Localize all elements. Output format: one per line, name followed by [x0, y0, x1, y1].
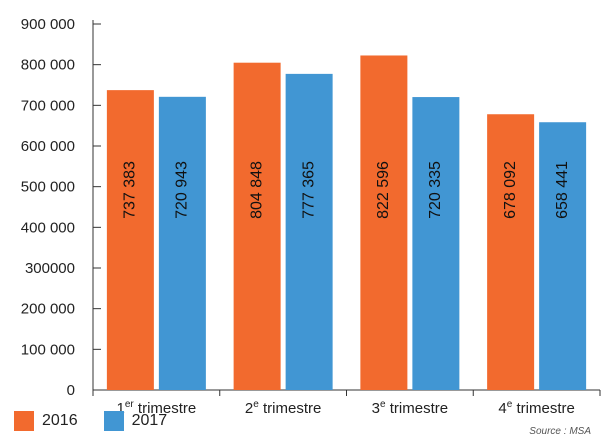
bar-2016-3	[360, 55, 408, 390]
y-tick-label: 400 000	[21, 219, 75, 236]
legend-item-2017: 2017	[103, 411, 168, 431]
bar-2017-1	[158, 96, 206, 390]
x-tick-label: 2e trimestre	[245, 399, 321, 417]
data-label: 658 441	[554, 161, 571, 219]
data-label: 822 596	[375, 161, 392, 219]
legend-swatch-2017	[103, 411, 124, 431]
y-tick-label: 600 000	[21, 138, 75, 155]
data-label: 678 092	[502, 161, 519, 219]
x-axis: 1er trimestre 2e trimestre 3e trimestre 4e …	[92, 389, 601, 417]
y-axis: 0 100 000 200 000 300000 400 000 500 000 600 0…	[21, 16, 101, 399]
legend-item-2016: 2016	[14, 411, 78, 431]
y-tick-label: 200 000	[21, 301, 75, 318]
legend-label-2017: 2017	[131, 412, 168, 429]
bars: 737 383 804 848 822 596 678 092 720 943 777 3…	[106, 55, 587, 390]
y-tick-label: 100 000	[21, 341, 75, 358]
legend-label-2016: 2016	[42, 412, 78, 429]
y-tick-label: 300000	[25, 260, 75, 277]
y-tick-label: 700 000	[21, 97, 75, 114]
source-note: Source : MSA	[529, 426, 591, 437]
data-label: 777 365	[300, 161, 317, 219]
y-tick-label: 800 000	[21, 57, 75, 74]
data-label: 804 848	[248, 161, 265, 219]
data-label: 720 335	[427, 161, 444, 219]
x-tick-label: 3e trimestre	[372, 399, 448, 417]
legend: 2016 2017	[14, 411, 167, 431]
data-label: 720 943	[174, 161, 191, 219]
bar-2016-4	[487, 114, 535, 390]
x-tick-label: 4e trimestre	[498, 399, 574, 417]
y-tick-label: 0	[67, 382, 75, 399]
bar-2017-2	[285, 73, 333, 390]
y-tick-label: 900 000	[21, 16, 75, 33]
bar-2016-1	[106, 90, 154, 390]
bar-2016-2	[233, 62, 281, 390]
bar-2017-4	[539, 122, 587, 390]
legend-swatch-2016	[14, 411, 34, 431]
y-tick-label: 500 000	[21, 179, 75, 196]
x-tick-label: 1er trimestre	[116, 399, 196, 417]
bar-2017-3	[412, 97, 460, 390]
data-label: 737 383	[122, 161, 139, 219]
